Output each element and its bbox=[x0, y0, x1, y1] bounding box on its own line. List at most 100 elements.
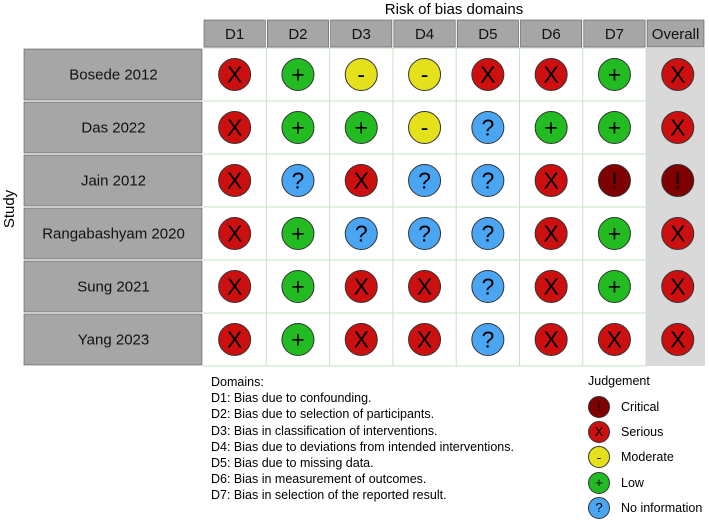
study-label: Bosede 2012 bbox=[69, 67, 157, 84]
judgement-serious-marker: X bbox=[534, 164, 568, 197]
judgement-serious-marker: X bbox=[218, 111, 252, 144]
judgement-low-marker: + bbox=[597, 58, 631, 91]
judgement-no-information-marker: ? bbox=[408, 164, 442, 197]
judgement-low-marker: + bbox=[281, 217, 315, 250]
low-symbol: + bbox=[291, 221, 304, 247]
moderate-symbol: - bbox=[421, 115, 429, 141]
judgement-no-information-marker: ? bbox=[471, 323, 505, 356]
domain-desc-d3: D3: Bias in classification of interventi… bbox=[211, 423, 438, 438]
serious-circle bbox=[218, 323, 252, 356]
low-circle bbox=[597, 270, 631, 303]
no-information-symbol: ? bbox=[355, 221, 368, 247]
judgement-low-marker: + bbox=[281, 58, 315, 91]
study-label: Rangabashyam 2020 bbox=[42, 226, 185, 243]
serious-circle bbox=[471, 58, 505, 91]
low-circle bbox=[534, 111, 568, 144]
header-label-overall: Overall bbox=[652, 26, 700, 43]
serious-circle bbox=[218, 58, 252, 91]
no-information-circle bbox=[344, 217, 378, 250]
low-symbol: + bbox=[291, 62, 304, 88]
judgement-critical-marker: ! bbox=[597, 164, 631, 197]
serious-circle bbox=[661, 217, 695, 250]
low-symbol: + bbox=[291, 115, 304, 141]
serious-symbol: X bbox=[607, 327, 622, 353]
serious-circle bbox=[218, 270, 252, 303]
judgement-low-marker: + bbox=[281, 323, 315, 356]
low-symbol: + bbox=[608, 115, 621, 141]
serious-circle bbox=[344, 323, 378, 356]
judgement-serious-marker: X bbox=[408, 323, 442, 356]
judgement-serious-marker: X bbox=[534, 58, 568, 91]
serious-circle bbox=[534, 164, 568, 197]
study-labels: Bosede 2012 Das 2022 Jain 2012 Rangabashyam… bbox=[23, 48, 203, 366]
domain-desc-d6: D6: Bias in measurement of outcomes. bbox=[211, 472, 427, 487]
serious-symbol: X bbox=[227, 62, 242, 88]
no-information-symbol: ? bbox=[292, 168, 305, 194]
judgement-low-marker: + bbox=[344, 111, 378, 144]
y-axis-label: Study bbox=[1, 189, 18, 228]
header-label-d3: D3 bbox=[352, 26, 371, 43]
serious-symbol: X bbox=[543, 221, 558, 247]
serious-circle bbox=[597, 323, 631, 356]
low-symbol: + bbox=[608, 221, 621, 247]
study-label: Yang 2023 bbox=[78, 332, 149, 349]
header-cell-overall bbox=[646, 19, 705, 48]
judgement-serious-marker: X bbox=[661, 217, 695, 250]
header-cell-d6 bbox=[520, 19, 583, 48]
judgement-serious-marker: X bbox=[661, 58, 695, 91]
legend-label-critical: Critical bbox=[621, 399, 660, 414]
no-information-symbol: ? bbox=[481, 327, 494, 353]
judgement-no-information-marker: ? bbox=[471, 111, 505, 144]
judgement-serious-marker: X bbox=[534, 270, 568, 303]
judgement-no-information-marker: ? bbox=[281, 164, 315, 197]
legend-label-no-information: No information bbox=[621, 500, 703, 515]
domain-desc-d1: D1: Bias due to confounding. bbox=[211, 391, 372, 406]
serious-circle bbox=[661, 323, 695, 356]
serious-symbol: X bbox=[480, 62, 495, 88]
serious-symbol: X bbox=[670, 327, 685, 353]
no-information-circle bbox=[281, 164, 315, 197]
domain-desc-d4: D4: Bias due to deviations from intended… bbox=[211, 439, 514, 454]
grid-layer bbox=[203, 47, 705, 367]
no-information-symbol: ? bbox=[418, 221, 431, 247]
judgement-low-marker: + bbox=[597, 270, 631, 303]
legend-label-moderate: Moderate bbox=[621, 450, 674, 465]
low-symbol: + bbox=[291, 274, 304, 300]
judgement-serious-marker: X bbox=[218, 58, 252, 91]
legend-label-serious: Serious bbox=[621, 424, 664, 439]
serious-symbol: X bbox=[543, 327, 558, 353]
no-information-circle bbox=[471, 111, 505, 144]
legend-label-low: Low bbox=[621, 475, 644, 490]
moderate-symbol: - bbox=[421, 62, 429, 88]
header-label-d7: D7 bbox=[605, 26, 624, 43]
header-label-d6: D6 bbox=[542, 26, 561, 43]
domain-headers: D1 D2 D3 D4 D5 D6 D7 Overall bbox=[203, 19, 705, 48]
no-information-symbol: ? bbox=[481, 168, 494, 194]
low-symbol: + bbox=[608, 274, 621, 300]
serious-circle bbox=[534, 323, 568, 356]
header-cell-d7 bbox=[583, 19, 646, 48]
serious-symbol: X bbox=[670, 115, 685, 141]
judgement-serious-marker: X bbox=[661, 111, 695, 144]
judgement-serious-marker: X bbox=[661, 270, 695, 303]
judgement-low-marker: + bbox=[534, 111, 568, 144]
low-circle bbox=[597, 217, 631, 250]
judgement-no-information-marker: ? bbox=[408, 217, 442, 250]
overall-column-bg bbox=[646, 48, 705, 366]
low-circle bbox=[281, 58, 315, 91]
study-label: Jain 2012 bbox=[81, 173, 146, 190]
domains-legend: Domains: D1: Bias due to confounding. D2… bbox=[211, 374, 514, 504]
serious-circle bbox=[344, 270, 378, 303]
moderate-symbol: - bbox=[357, 62, 365, 88]
study-label: Sung 2021 bbox=[77, 279, 150, 296]
header-label-d4: D4 bbox=[415, 26, 434, 43]
judgement-title: Judgement bbox=[588, 374, 650, 388]
judgement-serious-marker: X bbox=[534, 217, 568, 250]
header-cell-d4 bbox=[393, 19, 456, 48]
legend-item-no-information: ? No information bbox=[588, 495, 702, 520]
serious-symbol: X bbox=[354, 327, 369, 353]
low-circle bbox=[281, 111, 315, 144]
no-information-icon: ? bbox=[588, 496, 610, 519]
study-cell bbox=[23, 313, 203, 366]
